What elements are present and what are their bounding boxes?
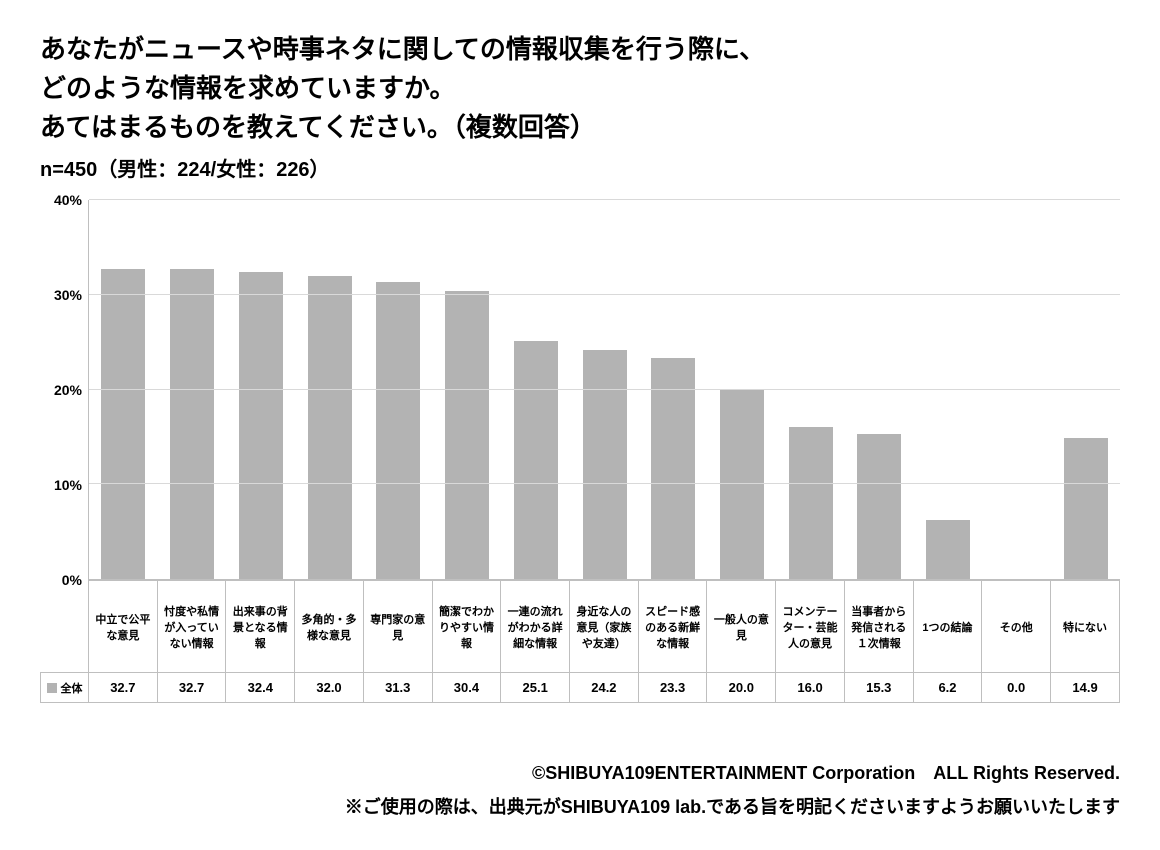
- category-label-row: 中立で公平な意見忖度や私情が入っていない情報出来事の背景となる情報多角的・多様な…: [41, 581, 1120, 673]
- category-label: 特にない: [1051, 581, 1120, 673]
- bar-slot: [708, 200, 777, 579]
- bars-group: [89, 200, 1120, 579]
- attribution-text: ※ご使用の際は、出典元がSHIBUYA109 lab.である旨を明記くださいます…: [345, 790, 1120, 824]
- value-cell: 16.0: [776, 673, 845, 703]
- category-label: 簡潔でわかりやすい情報: [432, 581, 501, 673]
- gridline: [89, 199, 1120, 200]
- value-cell: 15.3: [844, 673, 913, 703]
- category-label: 一連の流れがわかる詳細な情報: [501, 581, 570, 673]
- bar: [239, 272, 283, 579]
- bar-slot: [295, 200, 364, 579]
- category-label: 多角的・多様な意見: [295, 581, 364, 673]
- value-cell: 20.0: [707, 673, 776, 703]
- value-cell: 32.0: [295, 673, 364, 703]
- value-cell: 32.7: [89, 673, 158, 703]
- bar-slot: [639, 200, 708, 579]
- category-label: スピード感のある新鮮な情報: [638, 581, 707, 673]
- bar-slot: [433, 200, 502, 579]
- value-cell: 23.3: [638, 673, 707, 703]
- y-axis: 0%10%20%30%40%: [40, 200, 88, 580]
- chart-title: あなたがニュースや時事ネタに関しての情報収集を行う際に、どのような情報を求めてい…: [40, 30, 1120, 147]
- bar-slot: [776, 200, 845, 579]
- chart-subtitle: n=450（男性：224/女性：226）: [40, 153, 1120, 182]
- y-tick-label: 30%: [54, 287, 82, 303]
- value-row: 全体32.732.732.432.031.330.425.124.223.320…: [41, 673, 1120, 703]
- bar: [170, 269, 214, 579]
- bar: [857, 434, 901, 579]
- y-tick-label: 10%: [54, 477, 82, 493]
- category-label: 1つの結論: [913, 581, 982, 673]
- legend-swatch: [47, 683, 57, 693]
- bar: [376, 282, 420, 579]
- bar: [720, 390, 764, 580]
- bar-slot: [89, 200, 158, 579]
- category-label: 一般人の意見: [707, 581, 776, 673]
- bar: [308, 276, 352, 579]
- category-label: 当事者から発信される１次情報: [844, 581, 913, 673]
- value-cell: 32.7: [157, 673, 226, 703]
- data-table: 中立で公平な意見忖度や私情が入っていない情報出来事の背景となる情報多角的・多様な…: [40, 580, 1120, 703]
- category-label: 専門家の意見: [363, 581, 432, 673]
- bar: [101, 269, 145, 579]
- bar-slot: [364, 200, 433, 579]
- bar-slot: [1051, 200, 1120, 579]
- gridline: [89, 389, 1120, 390]
- y-tick-label: 40%: [54, 192, 82, 208]
- legend-cell: 全体: [41, 673, 89, 703]
- value-cell: 14.9: [1051, 673, 1120, 703]
- bar: [1064, 438, 1108, 579]
- bar: [789, 427, 833, 579]
- bar-slot: [983, 200, 1052, 579]
- bar-slot: [845, 200, 914, 579]
- category-label: 忖度や私情が入っていない情報: [157, 581, 226, 673]
- y-tick-label: 20%: [54, 382, 82, 398]
- value-cell: 25.1: [501, 673, 570, 703]
- bar-slot: [501, 200, 570, 579]
- value-cell: 24.2: [570, 673, 639, 703]
- category-label: その他: [982, 581, 1051, 673]
- bar-slot: [226, 200, 295, 579]
- category-label: 身近な人の意見（家族や友達）: [570, 581, 639, 673]
- value-cell: 0.0: [982, 673, 1051, 703]
- gridline: [89, 483, 1120, 484]
- chart-area: 0%10%20%30%40% 中立で公平な意見忖度や私情が入っていない情報出来事…: [40, 200, 1120, 703]
- copyright-text: ©SHIBUYA109ENTERTAINMENT Corporation ALL…: [345, 756, 1120, 790]
- bar-slot: [570, 200, 639, 579]
- plot-area: [88, 200, 1120, 580]
- value-cell: 30.4: [432, 673, 501, 703]
- bar: [514, 341, 558, 579]
- category-label: コメンテーター・芸能人の意見: [776, 581, 845, 673]
- category-label: 出来事の背景となる情報: [226, 581, 295, 673]
- table-spacer: [41, 581, 89, 673]
- y-tick-label: 0%: [62, 572, 82, 588]
- value-cell: 6.2: [913, 673, 982, 703]
- category-label: 中立で公平な意見: [89, 581, 158, 673]
- bar: [445, 291, 489, 579]
- gridline: [89, 294, 1120, 295]
- bar-slot: [158, 200, 227, 579]
- value-cell: 31.3: [363, 673, 432, 703]
- footer: ©SHIBUYA109ENTERTAINMENT Corporation ALL…: [345, 756, 1120, 824]
- bar: [926, 520, 970, 579]
- chart-container: あなたがニュースや時事ネタに関しての情報収集を行う際に、どのような情報を求めてい…: [0, 0, 1160, 850]
- bar: [583, 350, 627, 579]
- bar: [651, 358, 695, 579]
- value-cell: 32.4: [226, 673, 295, 703]
- bar-slot: [914, 200, 983, 579]
- legend-label: 全体: [61, 680, 83, 696]
